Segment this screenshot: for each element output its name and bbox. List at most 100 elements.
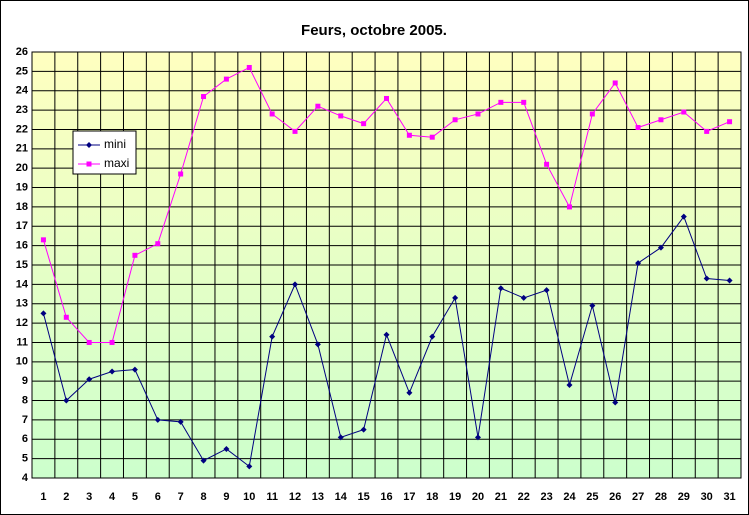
- x-tick-label: 31: [723, 491, 735, 503]
- marker: [406, 389, 413, 396]
- marker: [681, 109, 687, 115]
- x-tick-label: 16: [380, 491, 392, 503]
- marker: [475, 111, 481, 117]
- marker: [703, 275, 710, 282]
- marker: [131, 366, 138, 373]
- y-tick-label: 8: [22, 394, 28, 406]
- marker: [246, 64, 252, 70]
- marker: [635, 260, 642, 267]
- x-tick-label: 22: [518, 491, 530, 503]
- x-tick-label: 27: [632, 491, 644, 503]
- x-tick-label: 30: [701, 491, 713, 503]
- marker: [292, 128, 298, 134]
- marker: [154, 416, 161, 423]
- y-tick-label: 19: [16, 181, 28, 193]
- marker: [498, 99, 504, 105]
- marker: [315, 103, 321, 109]
- x-tick-label: 26: [609, 491, 621, 503]
- marker: [360, 426, 367, 433]
- y-tick-label: 25: [16, 65, 28, 77]
- marker: [635, 125, 641, 131]
- marker: [177, 418, 184, 425]
- marker: [658, 117, 664, 123]
- x-tick-label: 18: [426, 491, 438, 503]
- marker: [497, 285, 504, 292]
- x-tick-label: 20: [472, 491, 484, 503]
- marker: [612, 80, 618, 86]
- marker: [704, 128, 710, 134]
- x-tick-label: 19: [449, 491, 461, 503]
- x-tick-label: 15: [358, 491, 370, 503]
- legend-marker: [86, 161, 92, 167]
- marker: [474, 434, 481, 441]
- y-tick-label: 20: [16, 162, 28, 174]
- x-tick-label: 3: [86, 491, 92, 503]
- marker: [612, 399, 619, 406]
- x-tick-label: 21: [495, 491, 507, 503]
- y-tick-label: 15: [16, 259, 28, 271]
- marker: [86, 376, 93, 383]
- y-tick-label: 7: [22, 414, 28, 426]
- marker: [726, 277, 733, 284]
- x-tick-label: 5: [132, 491, 138, 503]
- marker: [200, 457, 207, 464]
- x-tick-label: 12: [289, 491, 301, 503]
- x-tick-label: 11: [266, 491, 278, 503]
- x-tick-label: 13: [312, 491, 324, 503]
- marker: [86, 339, 92, 345]
- marker: [657, 244, 664, 251]
- marker: [155, 241, 161, 247]
- x-tick-label: 9: [223, 491, 229, 503]
- x-tick-label: 14: [335, 491, 348, 503]
- marker: [361, 121, 367, 127]
- y-tick-label: 16: [16, 240, 28, 252]
- y-tick-label: 23: [16, 104, 28, 116]
- legend-label: maxi: [104, 156, 129, 170]
- marker: [727, 119, 733, 125]
- marker: [223, 445, 230, 452]
- marker: [292, 281, 299, 288]
- y-tick-label: 4: [22, 472, 29, 484]
- x-tick-label: 7: [178, 491, 184, 503]
- marker: [566, 204, 572, 210]
- marker: [132, 252, 138, 258]
- y-tick-label: 11: [16, 336, 28, 348]
- marker: [201, 94, 207, 100]
- marker: [452, 294, 459, 301]
- x-tick-label: 23: [540, 491, 552, 503]
- x-tick-label: 8: [200, 491, 206, 503]
- marker: [109, 339, 115, 345]
- marker: [406, 132, 412, 138]
- marker: [680, 213, 687, 220]
- y-tick-label: 9: [22, 375, 28, 387]
- marker: [543, 287, 550, 294]
- marker: [178, 171, 184, 177]
- x-tick-label: 24: [563, 491, 576, 503]
- y-tick-label: 10: [16, 356, 28, 368]
- x-tick-label: 2: [63, 491, 69, 503]
- y-tick-label: 17: [16, 220, 28, 232]
- marker: [40, 237, 46, 243]
- y-tick-label: 12: [16, 317, 28, 329]
- marker: [544, 161, 550, 167]
- marker: [384, 95, 389, 101]
- marker: [63, 314, 69, 320]
- marker: [452, 117, 458, 123]
- marker: [314, 341, 321, 348]
- marker: [383, 331, 390, 338]
- legend: [72, 130, 137, 175]
- marker: [589, 302, 596, 309]
- marker: [223, 76, 229, 82]
- y-tick-label: 21: [16, 143, 28, 155]
- y-tick-label: 13: [16, 298, 28, 310]
- marker: [40, 310, 47, 317]
- x-tick-label: 28: [655, 491, 667, 503]
- marker: [589, 111, 595, 117]
- marker: [109, 368, 116, 375]
- chart-title: Feurs, octobre 2005.: [301, 22, 447, 39]
- marker: [520, 294, 527, 301]
- y-tick-label: 14: [16, 278, 29, 290]
- x-tick-label: 4: [109, 491, 116, 503]
- y-tick-label: 18: [16, 201, 28, 213]
